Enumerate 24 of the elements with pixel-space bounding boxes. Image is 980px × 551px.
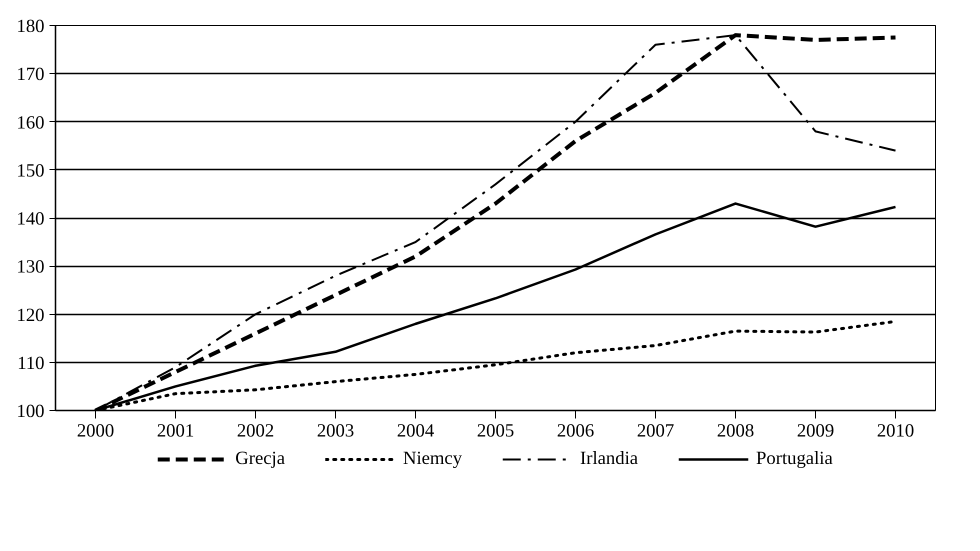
y-tick-label: 170 xyxy=(16,64,44,86)
x-tick-label: 2002 xyxy=(236,420,274,442)
legend-label: Irlandia xyxy=(580,448,638,470)
y-tick-label: 160 xyxy=(16,112,44,134)
y-tick-label: 130 xyxy=(16,256,44,278)
x-tick-label: 2003 xyxy=(316,420,354,442)
y-tick-label: 140 xyxy=(16,208,44,230)
x-tick-label: 2004 xyxy=(396,420,435,442)
x-tick-label: 2009 xyxy=(796,420,834,442)
x-tick-label: 2008 xyxy=(716,420,754,442)
y-tick-label: 100 xyxy=(16,401,44,422)
y-tick-label: 180 xyxy=(16,16,44,37)
legend-label: Niemcy xyxy=(402,448,462,470)
legend-label: Portugalia xyxy=(756,448,833,470)
x-tick-label: 2006 xyxy=(556,420,594,442)
legend-label: Grecja xyxy=(235,448,285,470)
x-tick-label: 2001 xyxy=(156,420,194,442)
y-tick-label: 150 xyxy=(16,160,44,182)
x-tick-label: 2005 xyxy=(476,420,514,442)
y-tick-label: 120 xyxy=(16,304,44,326)
x-tick-label: 2000 xyxy=(76,420,114,442)
x-tick-label: 2007 xyxy=(636,420,674,442)
y-tick-label: 110 xyxy=(17,352,45,374)
x-tick-label: 2010 xyxy=(876,420,914,442)
